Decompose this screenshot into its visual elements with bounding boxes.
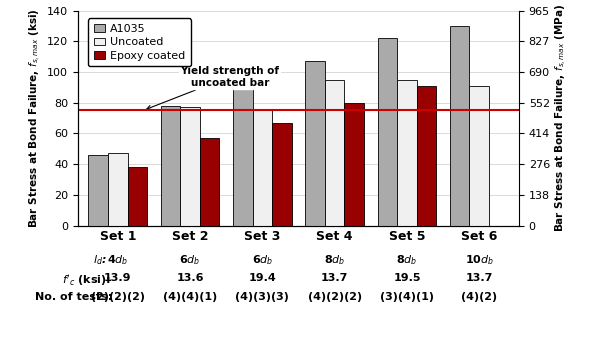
Text: 13.7: 13.7 xyxy=(321,273,349,283)
Text: (2)(2)(2): (2)(2)(2) xyxy=(91,292,145,302)
Text: (4)(2): (4)(2) xyxy=(461,292,497,302)
Bar xyxy=(450,26,469,226)
Text: (4)(2)(2): (4)(2)(2) xyxy=(308,292,362,302)
Text: 19.4: 19.4 xyxy=(248,273,276,283)
Text: 13.9: 13.9 xyxy=(104,273,131,283)
Text: 4$d_b$: 4$d_b$ xyxy=(107,253,128,267)
Text: 13.6: 13.6 xyxy=(176,273,204,283)
Text: 8$d_b$: 8$d_b$ xyxy=(396,253,418,267)
Bar xyxy=(325,80,344,226)
Text: 8$d_b$: 8$d_b$ xyxy=(324,253,346,267)
Y-axis label: Bar Stress at Bond Failure, $f_{s,max}$ (MPa): Bar Stress at Bond Failure, $f_{s,max}$ … xyxy=(554,4,569,232)
Text: 6$d_b$: 6$d_b$ xyxy=(251,253,273,267)
Bar xyxy=(128,167,147,226)
Bar xyxy=(417,86,436,226)
Text: 19.5: 19.5 xyxy=(393,273,421,283)
Bar xyxy=(377,38,397,226)
Text: 6$d_b$: 6$d_b$ xyxy=(179,253,201,267)
Text: (4)(4)(1): (4)(4)(1) xyxy=(163,292,217,302)
Y-axis label: Bar Stress at Bond Failure, $f_{s,max}$ (ksi): Bar Stress at Bond Failure, $f_{s,max}$ … xyxy=(28,8,43,228)
Bar xyxy=(88,155,108,226)
Legend: A1035, Uncoated, Epoxy coated: A1035, Uncoated, Epoxy coated xyxy=(88,19,191,66)
Text: $f'_c$ (ksi):: $f'_c$ (ksi): xyxy=(62,273,112,288)
Bar xyxy=(305,61,325,226)
Text: 10$d_b$: 10$d_b$ xyxy=(464,253,494,267)
Text: 13.7: 13.7 xyxy=(466,273,493,283)
Bar xyxy=(397,80,417,226)
Bar xyxy=(108,154,128,226)
Bar xyxy=(200,138,220,226)
Bar xyxy=(233,89,253,226)
Bar xyxy=(161,106,180,226)
Text: No. of tests:: No. of tests: xyxy=(35,292,112,302)
Bar xyxy=(469,86,489,226)
Text: (4)(3)(3): (4)(3)(3) xyxy=(235,292,289,302)
Text: Yield strength of
uncoated bar: Yield strength of uncoated bar xyxy=(147,66,280,110)
Bar xyxy=(272,123,292,226)
Bar xyxy=(180,107,200,226)
Bar xyxy=(344,103,364,226)
Bar xyxy=(253,111,272,226)
Text: $l_d$:: $l_d$: xyxy=(94,253,112,267)
Text: (3)(4)(1): (3)(4)(1) xyxy=(380,292,434,302)
